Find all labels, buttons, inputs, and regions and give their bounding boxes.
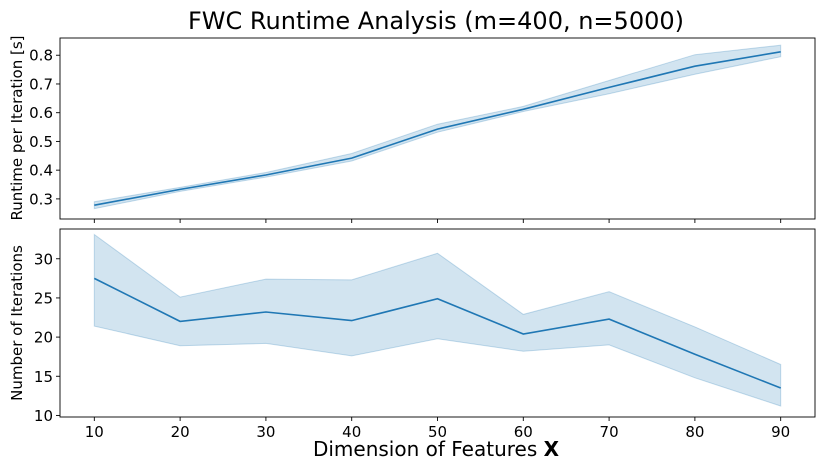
runtime-confidence-band bbox=[93, 44, 782, 210]
iterations-y-tick-label: 30 bbox=[34, 250, 53, 268]
iterations-x-tick-label: 90 bbox=[771, 423, 790, 441]
iterations-x-tick-label: 40 bbox=[342, 423, 361, 441]
iterations-y-tick-label: 15 bbox=[34, 368, 53, 386]
x-axis-label-text: Dimension of Features bbox=[313, 437, 544, 461]
iterations-y-axis-label: Number of Iterations bbox=[8, 245, 26, 401]
iterations-x-tick-label: 60 bbox=[514, 423, 533, 441]
x-axis-label: Dimension of Features X bbox=[313, 437, 560, 461]
iterations-x-tick-label: 30 bbox=[256, 423, 275, 441]
runtime-y-tick-label: 0.3 bbox=[29, 190, 53, 208]
runtime-y-tick-label: 0.5 bbox=[29, 133, 53, 151]
iterations-y-tick-label: 10 bbox=[34, 407, 53, 425]
iterations-x-tick-label: 70 bbox=[600, 423, 619, 441]
runtime-line bbox=[94, 51, 781, 206]
iterations-confidence-band bbox=[93, 233, 782, 407]
iterations-y-tick-label: 25 bbox=[34, 289, 53, 307]
runtime-y-tick-label: 0.4 bbox=[29, 162, 53, 180]
runtime-y-tick-label: 0.6 bbox=[29, 104, 53, 122]
iterations-x-tick-label: 10 bbox=[85, 423, 104, 441]
runtime-y-tick-label: 0.7 bbox=[29, 75, 53, 93]
iterations-x-tick-label: 20 bbox=[171, 423, 190, 441]
iterations-x-tick-label: 80 bbox=[685, 423, 704, 441]
iterations-panel: 10 15 20 25 30 10 20 30 40 50 60 70 80 90 Number of It… bbox=[8, 228, 816, 441]
runtime-y-tick-label: 0.8 bbox=[29, 47, 53, 65]
iterations-y-tick-label: 20 bbox=[34, 329, 53, 347]
iterations-line bbox=[93, 277, 781, 389]
chart-title: FWC Runtime Analysis (m=400, n=5000) bbox=[188, 7, 684, 35]
runtime-y-axis-label: Runtime per Iteration [s] bbox=[8, 35, 26, 220]
x-axis-label-bold: X bbox=[544, 437, 560, 461]
iterations-x-tick-label: 50 bbox=[428, 423, 447, 441]
